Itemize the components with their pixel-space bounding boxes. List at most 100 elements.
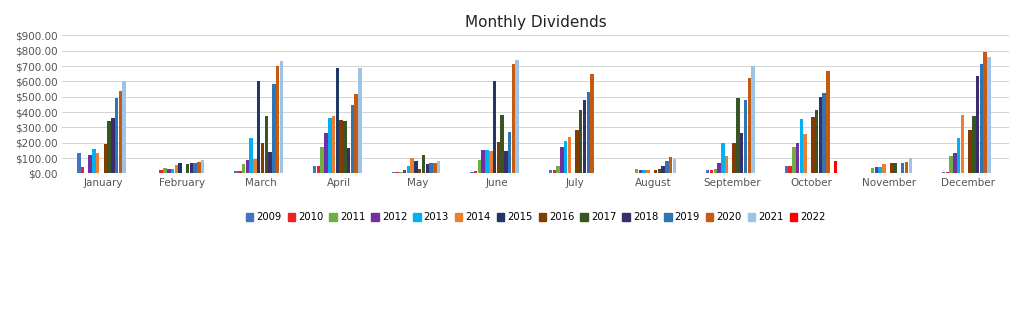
Bar <box>402 169 407 173</box>
Bar <box>796 143 800 173</box>
Bar <box>893 163 897 173</box>
Bar <box>969 130 972 173</box>
Bar <box>501 115 504 173</box>
Bar <box>575 130 579 173</box>
Bar <box>395 172 398 173</box>
Bar <box>800 119 803 173</box>
Bar <box>399 172 402 173</box>
Bar <box>426 164 429 173</box>
Bar <box>119 91 122 173</box>
Bar <box>485 150 488 173</box>
Bar <box>560 147 563 173</box>
Bar <box>743 100 748 173</box>
Bar <box>512 64 515 173</box>
Bar <box>339 121 343 173</box>
Bar <box>411 158 414 173</box>
Bar <box>268 152 271 173</box>
Bar <box>489 151 493 173</box>
Bar <box>437 161 440 173</box>
Bar <box>178 163 182 173</box>
Bar <box>429 163 433 173</box>
Bar <box>414 161 418 173</box>
Bar <box>493 80 497 173</box>
Bar <box>474 171 477 173</box>
Bar <box>321 147 324 173</box>
Bar <box>478 160 481 173</box>
Bar <box>497 142 500 173</box>
Bar <box>108 121 111 173</box>
Bar <box>275 66 280 173</box>
Bar <box>242 164 246 173</box>
Bar <box>103 144 106 173</box>
Bar <box>316 166 321 173</box>
Bar <box>736 98 739 173</box>
Bar <box>253 159 257 173</box>
Title: Monthly Dividends: Monthly Dividends <box>465 15 606 30</box>
Bar <box>961 115 965 173</box>
Bar <box>433 162 436 173</box>
Bar <box>332 116 335 173</box>
Bar <box>350 105 354 173</box>
Bar <box>879 167 882 173</box>
Bar <box>553 170 556 173</box>
Bar <box>870 168 874 173</box>
Bar <box>325 133 328 173</box>
Bar <box>508 132 511 173</box>
Bar <box>714 169 717 173</box>
Bar <box>261 143 264 173</box>
Bar <box>77 153 81 173</box>
Bar <box>328 118 332 173</box>
Bar <box>666 161 669 173</box>
Bar <box>246 160 249 173</box>
Bar <box>194 163 197 173</box>
Bar <box>418 169 422 173</box>
Bar <box>987 57 990 173</box>
Legend: 2009, 2010, 2011, 2012, 2013, 2014, 2015, 2016, 2017, 2018, 2019, 2020, 2021, 20: 2009, 2010, 2011, 2012, 2013, 2014, 2015… <box>242 208 829 226</box>
Bar <box>635 169 638 173</box>
Bar <box>980 65 983 173</box>
Bar <box>556 166 560 173</box>
Bar <box>250 138 253 173</box>
Bar <box>905 162 908 173</box>
Bar <box>706 170 710 173</box>
Bar <box>567 137 571 173</box>
Bar <box>171 169 174 173</box>
Bar <box>804 134 807 173</box>
Bar <box>264 116 268 173</box>
Bar <box>167 169 171 173</box>
Bar <box>115 98 119 173</box>
Bar <box>201 160 205 173</box>
Bar <box>504 151 508 173</box>
Bar <box>590 74 594 173</box>
Bar <box>710 170 714 173</box>
Bar <box>587 92 590 173</box>
Bar <box>111 118 115 173</box>
Bar <box>945 172 949 173</box>
Bar <box>470 172 474 173</box>
Bar <box>793 147 796 173</box>
Bar <box>826 71 829 173</box>
Bar <box>725 156 728 173</box>
Bar <box>186 164 189 173</box>
Bar <box>313 166 316 173</box>
Bar <box>942 172 945 173</box>
Bar <box>957 138 961 173</box>
Bar <box>336 68 339 173</box>
Bar <box>718 163 721 173</box>
Bar <box>732 143 736 173</box>
Bar <box>174 165 178 173</box>
Bar <box>347 148 350 173</box>
Bar <box>662 166 665 173</box>
Bar <box>639 169 642 173</box>
Bar <box>160 169 163 173</box>
Bar <box>549 170 552 173</box>
Bar <box>272 84 275 173</box>
Bar <box>752 66 755 173</box>
Bar <box>96 153 99 173</box>
Bar <box>953 153 956 173</box>
Bar <box>788 166 792 173</box>
Bar <box>123 81 126 173</box>
Bar <box>391 172 395 173</box>
Bar <box>983 52 987 173</box>
Bar <box>234 171 238 173</box>
